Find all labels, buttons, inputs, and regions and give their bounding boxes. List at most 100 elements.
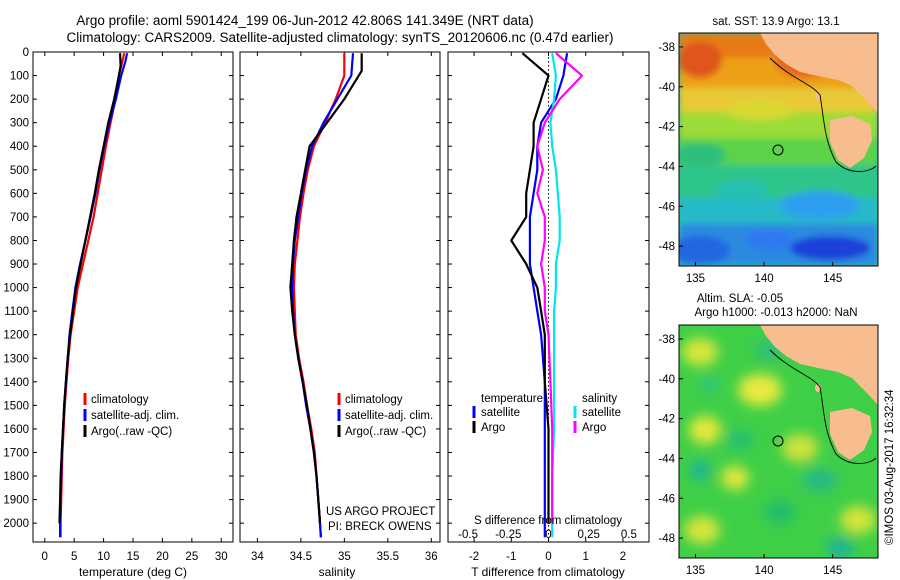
depth-tick-label: 100 <box>10 71 29 83</box>
x-tick-label: 20 <box>156 551 169 563</box>
map-y-tick-label: -46 <box>658 201 675 213</box>
difference-x-axis: -2 -1 0 1 2 -0.5 -0.25 0 0.25 0.5 <box>458 52 637 563</box>
difference-series <box>510 52 584 538</box>
sla-map-frame <box>678 324 879 559</box>
map-x-tick-label: 145 <box>823 565 842 577</box>
temperature-plot-frame <box>32 51 234 543</box>
x-tick-label: 0 <box>42 551 48 563</box>
imos-stamp: ©IMOS 03-Aug-2017 16:32:34 <box>884 389 896 545</box>
depth-tick-label: 600 <box>10 188 29 200</box>
map-y-tick-label: -40 <box>658 82 675 94</box>
map-y-tick-label: -40 <box>658 374 675 386</box>
sst-land-tasmania <box>830 116 872 168</box>
depth-tick-label: 1700 <box>3 447 29 459</box>
depth-tick-label: 1500 <box>3 400 29 412</box>
project-annotation: US ARGO PROJECT <box>326 506 435 518</box>
sst-isobath <box>769 57 877 172</box>
s-diff-tick-label: -0.5 <box>458 529 478 541</box>
depth-tick-label: 400 <box>10 141 29 153</box>
x-tick-label: 10 <box>97 551 110 563</box>
depth-tick-label: 1300 <box>3 353 29 365</box>
x-tick-label: 34 <box>251 551 264 563</box>
salinity-panel: 34 34.5 35 35.5 36 climatology satellite-adj… <box>239 51 441 579</box>
series-line <box>289 53 363 524</box>
x-tick-label: 1 <box>583 551 589 563</box>
sst-argo-position-marker <box>772 144 784 156</box>
x-tick-label: 30 <box>215 551 228 563</box>
x-tick-label: 25 <box>185 551 198 563</box>
sla-land-mainland <box>760 325 878 405</box>
legend-label-climatology: climatology <box>345 394 403 406</box>
map-x-tick-label: 140 <box>754 273 773 285</box>
legend-label-temperature-satellite: satellite <box>481 407 520 419</box>
sst-map-title: sat. SST: 13.9 Argo: 13.1 <box>712 16 839 28</box>
legend-label-climatology: climatology <box>91 394 149 406</box>
legend-label-argo: Argo(..raw -QC) <box>91 426 172 438</box>
legend-label-temperature-argo: Argo <box>481 422 505 434</box>
x-tick-label: 35 <box>338 551 351 563</box>
sla-argo-position-marker <box>772 435 784 447</box>
pi-annotation: PI: BRECK OWENS <box>328 521 432 533</box>
s-diff-tick-label: -0.25 <box>495 529 521 541</box>
map-y-tick-label: -44 <box>658 161 675 173</box>
sla-map-subtitle: Argo h1000: -0.013 h2000: NaN <box>694 307 857 319</box>
s-diff-tick-label: 0.25 <box>578 529 600 541</box>
sla-map-title: Altim. SLA: -0.05 <box>697 293 783 305</box>
series-line <box>510 52 550 524</box>
series-line <box>549 53 561 538</box>
temperature-panel: 0100200300400500600700800900100011001200… <box>3 47 234 579</box>
sst-land-mainland <box>760 33 878 113</box>
x-tick-label: 35.5 <box>377 551 399 563</box>
legend-label-salinity-satellite: satellite <box>582 407 621 419</box>
temperature-legend: climatology satellite-adj. clim. Argo(..… <box>83 393 179 438</box>
header-line1: Argo profile: aoml 5901424_199 06-Jun-20… <box>76 13 533 28</box>
map-y-tick-label: -44 <box>658 453 675 465</box>
series-line <box>536 52 584 524</box>
depth-tick-label: 1400 <box>3 377 29 389</box>
temperature-x-axis: 0 5 10 15 20 25 30 <box>42 52 228 563</box>
s-difference-label: S difference from climatology <box>474 515 622 527</box>
salinity-x-axis: 34 34.5 35 35.5 36 <box>251 52 438 563</box>
temperature-series <box>58 52 129 538</box>
salinity-plot-frame <box>239 51 441 543</box>
salinity-series <box>289 53 363 538</box>
sst-map-axes: 135 140 145 -38 -40 -42 -44 -46 -48 <box>658 42 842 285</box>
sst-map-frame <box>678 32 879 267</box>
map-y-tick-label: -48 <box>658 533 675 545</box>
x-tick-label: 5 <box>71 551 77 563</box>
legend-label-satellite-adj: satellite-adj. clim. <box>91 410 179 422</box>
x-tick-label: 15 <box>127 551 140 563</box>
x-tick-label: 2 <box>620 551 626 563</box>
map-x-tick-label: 135 <box>686 273 705 285</box>
map-x-tick-label: 140 <box>754 565 773 577</box>
depth-tick-label: 700 <box>10 212 29 224</box>
salinity-x-label: salinity <box>319 565 356 579</box>
map-y-tick-label: -46 <box>658 493 675 505</box>
depth-tick-label: 800 <box>10 235 29 247</box>
depth-tick-label: 1200 <box>3 330 29 342</box>
map-y-tick-label: -38 <box>658 42 675 54</box>
salinity-legend: climatology satellite-adj. clim. Argo(..… <box>337 393 433 438</box>
map-y-tick-label: -42 <box>658 414 675 426</box>
x-tick-label: 0 <box>545 551 551 563</box>
sst-heatmap <box>679 33 878 266</box>
x-tick-label: 36 <box>425 551 438 563</box>
difference-legend: temperature satellite Argo salinity sate… <box>472 393 621 434</box>
depth-tick-label: 200 <box>10 94 29 106</box>
t-difference-x-label: T difference from climatology <box>471 565 625 579</box>
depth-tick-label: 900 <box>10 259 29 271</box>
depth-tick-label: 0 <box>23 47 29 59</box>
difference-depth-ticks <box>448 51 649 524</box>
sla-map-panel: Altim. SLA: -0.05 Argo h1000: -0.013 h20… <box>658 293 879 577</box>
legend-label-salinity-argo: Argo <box>582 422 606 434</box>
header-line2: Climatology: CARS2009. Satellite-adjuste… <box>66 30 613 45</box>
sla-land-tasmania <box>830 408 872 460</box>
map-y-tick-label: -48 <box>658 241 675 253</box>
map-y-tick-label: -42 <box>658 122 675 134</box>
sla-isobath <box>769 349 877 464</box>
difference-panel: -2 -1 0 1 2 -0.5 -0.25 0 0.25 0.5 temperature sat… <box>447 51 650 579</box>
depth-tick-label: 2000 <box>3 518 29 530</box>
s-diff-tick-label: 0.5 <box>621 529 637 541</box>
series-line <box>528 53 569 538</box>
